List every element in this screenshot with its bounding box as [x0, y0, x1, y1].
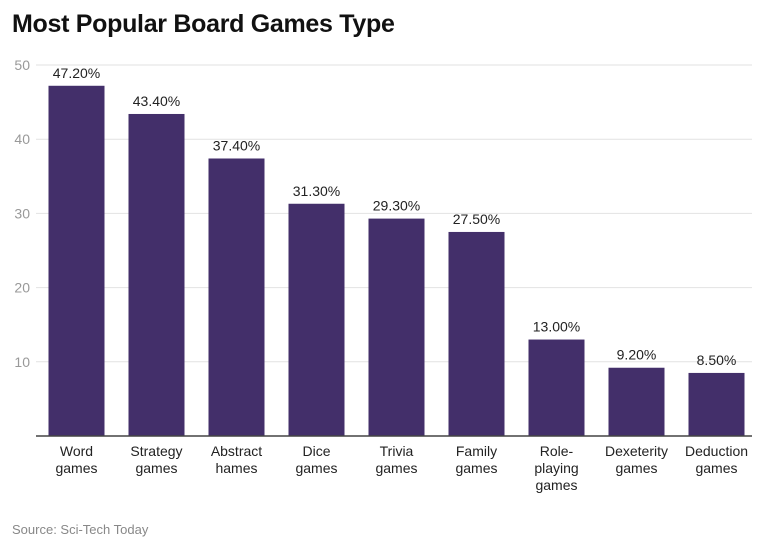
x-tick-label: Trivia games [375, 443, 418, 476]
x-tick-label: Family games [455, 443, 498, 476]
x-tick-label: Dice games [295, 443, 338, 476]
data-label: 37.40% [213, 137, 260, 153]
bar [128, 113, 185, 437]
source-note: Source: Sci-Tech Today [12, 522, 149, 537]
data-label: 27.50% [453, 211, 500, 227]
bar [208, 158, 265, 436]
bar [688, 372, 745, 436]
x-tick-label: Strategy games [130, 443, 183, 476]
bar [448, 231, 505, 436]
data-label: 29.30% [373, 198, 420, 214]
x-tick-label: Role- playing games [534, 443, 579, 493]
chart-title: Most Popular Board Games Type [12, 10, 395, 38]
x-tick-label: Abstract hames [210, 443, 263, 476]
data-label: 43.40% [133, 93, 180, 109]
data-label: 13.00% [533, 319, 580, 335]
bar [528, 339, 585, 436]
bar [48, 85, 105, 436]
x-tick-label: Dexeterity games [604, 443, 669, 476]
data-label: 47.20% [53, 65, 100, 81]
bar [368, 218, 425, 436]
bar [288, 203, 345, 436]
y-tick-label: 20 [14, 280, 30, 296]
y-tick-label: 40 [14, 131, 30, 147]
data-label: 9.20% [617, 347, 657, 363]
y-tick-label: 30 [14, 205, 30, 221]
y-tick-label: 50 [14, 57, 30, 73]
data-label: 31.30% [293, 183, 340, 199]
bar [608, 367, 665, 436]
x-tick-label: Word games [55, 443, 98, 476]
x-tick-label: Deduction games [684, 443, 749, 476]
data-label: 8.50% [697, 352, 737, 368]
y-tick-label: 10 [14, 354, 30, 370]
